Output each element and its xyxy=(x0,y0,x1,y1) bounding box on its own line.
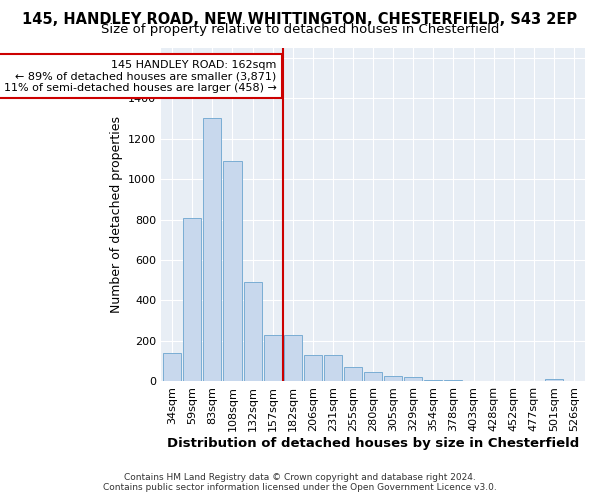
Text: Contains HM Land Registry data © Crown copyright and database right 2024.
Contai: Contains HM Land Registry data © Crown c… xyxy=(103,473,497,492)
Bar xyxy=(304,355,322,382)
Y-axis label: Number of detached properties: Number of detached properties xyxy=(110,116,122,313)
Bar xyxy=(284,335,302,382)
Bar xyxy=(445,380,463,382)
Bar xyxy=(545,380,563,382)
Text: Size of property relative to detached houses in Chesterfield: Size of property relative to detached ho… xyxy=(101,22,499,36)
Text: 145 HANDLEY ROAD: 162sqm
← 89% of detached houses are smaller (3,871)
11% of sem: 145 HANDLEY ROAD: 162sqm ← 89% of detach… xyxy=(4,60,277,93)
Bar xyxy=(223,161,242,382)
Bar xyxy=(364,372,382,382)
Bar xyxy=(384,376,402,382)
Bar xyxy=(324,355,342,382)
Bar xyxy=(485,381,503,382)
Text: 145, HANDLEY ROAD, NEW WHITTINGTON, CHESTERFIELD, S43 2EP: 145, HANDLEY ROAD, NEW WHITTINGTON, CHES… xyxy=(22,12,578,28)
Bar xyxy=(505,381,523,382)
Bar xyxy=(424,380,442,382)
Bar xyxy=(203,118,221,382)
Bar xyxy=(404,378,422,382)
Bar xyxy=(464,380,482,382)
X-axis label: Distribution of detached houses by size in Chesterfield: Distribution of detached houses by size … xyxy=(167,437,579,450)
Bar xyxy=(183,218,202,382)
Bar xyxy=(344,368,362,382)
Bar xyxy=(244,282,262,382)
Bar xyxy=(263,335,281,382)
Bar xyxy=(163,353,181,382)
